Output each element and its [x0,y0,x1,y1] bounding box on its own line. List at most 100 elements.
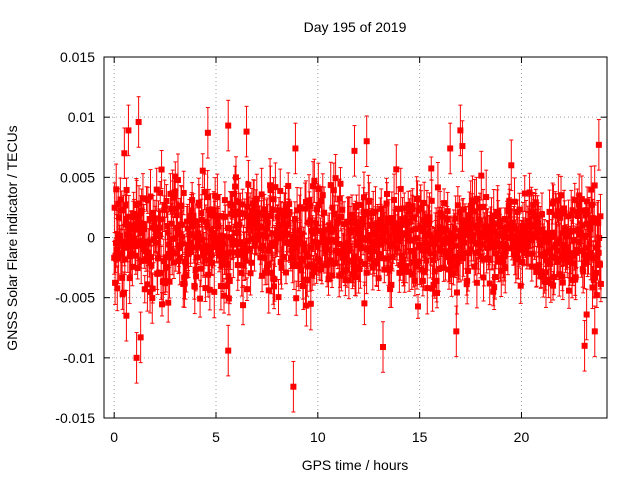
marker [451,225,458,232]
marker [265,287,272,294]
marker [397,185,404,192]
marker [122,202,129,209]
marker [145,239,152,246]
marker [118,250,125,257]
marker [161,202,168,209]
marker [131,210,138,217]
marker [114,285,121,292]
marker [132,252,139,259]
marker [144,281,151,288]
marker [164,229,171,236]
marker [366,197,373,204]
marker [204,194,211,201]
data-point [149,273,156,304]
marker [159,216,166,223]
marker [285,182,292,189]
marker [388,281,395,288]
marker [135,200,142,207]
marker [163,264,170,271]
marker [217,213,224,220]
marker [160,258,167,265]
marker [138,207,145,214]
marker [140,226,147,233]
marker [414,303,421,310]
marker [225,295,232,302]
marker [492,274,499,281]
marker [331,210,338,217]
marker [269,207,276,214]
marker [143,256,150,263]
marker [293,295,300,302]
marker [470,208,477,215]
marker [154,270,161,277]
marker [356,201,363,208]
marker [170,235,177,242]
marker [441,200,448,207]
marker [352,274,359,281]
marker [428,197,435,204]
marker [232,174,239,181]
marker [361,300,368,307]
marker [120,206,127,213]
data-point [157,181,164,205]
marker [146,216,153,223]
marker [121,256,128,263]
marker [332,175,339,182]
marker [283,269,290,276]
marker [319,192,326,199]
marker [453,289,460,296]
marker [158,166,165,173]
marker [120,238,127,245]
marker [157,189,164,196]
marker [217,283,224,290]
marker [176,254,183,261]
marker [172,173,179,180]
marker [393,166,400,173]
marker [214,194,221,201]
marker [337,180,344,187]
marker [162,254,169,261]
marker [166,278,173,285]
marker [136,219,143,226]
marker [159,301,166,308]
marker [232,183,239,190]
marker [170,259,177,266]
marker [148,224,155,231]
marker [150,209,157,216]
marker [141,286,148,293]
marker [226,277,233,284]
marker [128,251,135,258]
marker [197,295,204,302]
marker [491,284,498,291]
marker [165,299,172,306]
marker [248,259,255,266]
marker [172,250,179,257]
marker [180,189,187,196]
marker [112,279,119,286]
marker [111,204,118,211]
data-point [146,243,153,278]
marker [157,224,164,231]
marker [131,243,138,250]
marker [464,277,471,284]
marker [147,193,154,200]
data-point [141,275,148,304]
marker [117,196,124,203]
marker [383,191,390,197]
marker [155,255,162,262]
marker [240,302,247,309]
data-point [123,177,130,203]
marker [311,177,318,184]
marker [398,221,405,228]
marker [119,274,126,281]
marker [171,188,178,195]
marker [193,273,200,280]
marker [329,272,336,279]
marker [139,195,146,202]
marker [221,197,228,204]
marker [211,288,218,295]
marker [120,289,127,296]
marker [307,300,314,307]
marker [158,269,165,276]
